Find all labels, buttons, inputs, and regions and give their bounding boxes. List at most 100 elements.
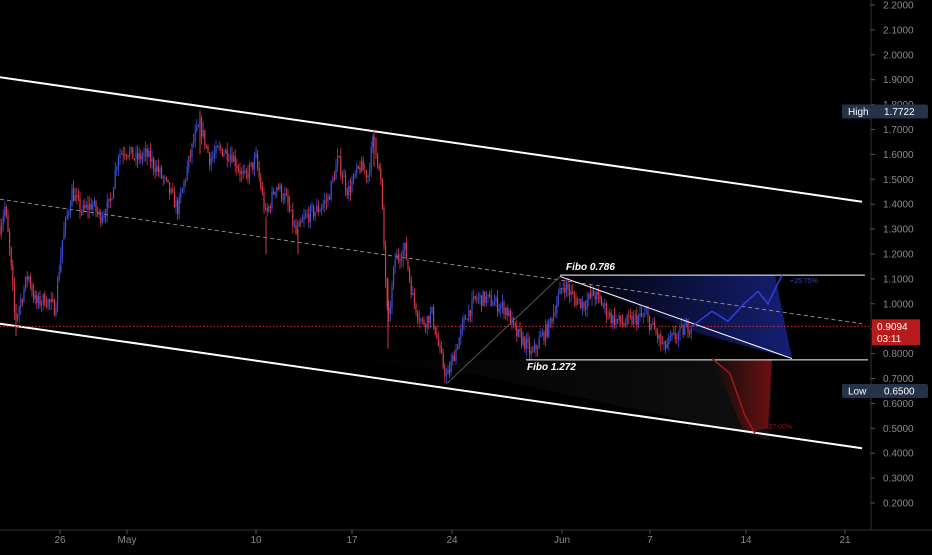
time-axis[interactable] bbox=[0, 530, 932, 550]
candle-body bbox=[540, 335, 542, 338]
candle-body bbox=[85, 205, 87, 208]
channel-upper-line bbox=[0, 76, 863, 203]
candle-body bbox=[39, 295, 41, 306]
candle-body bbox=[378, 165, 380, 170]
candle-body bbox=[436, 334, 438, 338]
candle-body bbox=[444, 366, 446, 376]
candle-body bbox=[186, 167, 188, 180]
target-down-label: -37.00% bbox=[766, 424, 792, 431]
candle-body bbox=[205, 145, 207, 147]
candle-body bbox=[12, 265, 14, 286]
candle-body bbox=[34, 295, 36, 299]
candle-body bbox=[269, 206, 271, 209]
y-tick-label: 1.1000 bbox=[883, 274, 914, 285]
candle-body bbox=[9, 231, 11, 248]
candle-body bbox=[602, 305, 604, 307]
candle-body bbox=[76, 195, 78, 197]
candle-body bbox=[561, 288, 563, 290]
candle-body bbox=[575, 298, 577, 305]
candle-body bbox=[36, 295, 38, 304]
candle-body bbox=[133, 158, 135, 160]
candle-body bbox=[605, 303, 607, 316]
x-tick-label: Jun bbox=[554, 535, 570, 546]
candle-body bbox=[570, 291, 572, 295]
y-tick-label: 1.9000 bbox=[883, 75, 914, 86]
candle-body bbox=[340, 156, 342, 176]
candle-body bbox=[52, 299, 54, 301]
candle-body bbox=[389, 308, 391, 314]
candle-body bbox=[268, 206, 270, 212]
price-axis[interactable] bbox=[871, 0, 932, 530]
candle-body bbox=[516, 326, 518, 337]
candle-body bbox=[361, 160, 363, 172]
candle-body bbox=[229, 155, 231, 160]
candle-body bbox=[553, 312, 555, 322]
candle-body bbox=[189, 156, 191, 157]
candle-body bbox=[383, 207, 385, 246]
candle-body bbox=[226, 149, 228, 160]
candle-body bbox=[404, 242, 406, 251]
candle-body bbox=[325, 200, 327, 202]
candle-body bbox=[90, 204, 92, 210]
candle-body bbox=[527, 339, 529, 343]
candle-body bbox=[618, 315, 620, 321]
y-tick-label: 1.4000 bbox=[883, 200, 914, 211]
y-tick-label: 1.5000 bbox=[883, 175, 914, 186]
candle-body bbox=[209, 152, 211, 165]
candle-body bbox=[349, 186, 351, 192]
candle-body bbox=[359, 167, 361, 172]
low-badge: Low 0.6500 bbox=[842, 383, 928, 398]
candle-body bbox=[221, 149, 223, 157]
candle-body bbox=[434, 326, 436, 335]
candle-body bbox=[428, 316, 430, 324]
candle-body bbox=[405, 242, 407, 260]
candle-body bbox=[601, 298, 603, 306]
candle-body bbox=[657, 332, 659, 339]
candle-body bbox=[290, 209, 292, 211]
candle-body bbox=[293, 225, 295, 226]
candle-body bbox=[65, 217, 67, 230]
candle-body bbox=[641, 313, 643, 316]
candle-body bbox=[170, 189, 172, 194]
candle-body bbox=[303, 217, 305, 221]
candle-body bbox=[573, 294, 575, 299]
candle-body bbox=[220, 146, 222, 150]
candle-body bbox=[258, 167, 260, 178]
candle-body bbox=[417, 312, 419, 319]
candle-body bbox=[476, 298, 478, 300]
candle-body bbox=[674, 332, 676, 339]
candle-body bbox=[151, 158, 153, 163]
candle-body bbox=[442, 352, 444, 367]
candle-body bbox=[351, 181, 353, 192]
candle-body bbox=[668, 336, 670, 345]
candle-body bbox=[338, 156, 340, 157]
candle-body bbox=[10, 247, 12, 266]
candle-body bbox=[565, 283, 567, 293]
candle-body bbox=[530, 351, 532, 355]
candle-body bbox=[277, 187, 279, 190]
candle-body bbox=[501, 302, 503, 306]
candle-body bbox=[593, 290, 595, 296]
candle-body bbox=[33, 291, 35, 299]
candle-body bbox=[431, 307, 433, 313]
candle-body bbox=[521, 332, 523, 345]
projection-zones bbox=[330, 275, 792, 441]
candle-body bbox=[121, 153, 123, 155]
candle-body bbox=[257, 153, 259, 168]
y-tick-label: 0.2000 bbox=[883, 499, 914, 510]
candle-body bbox=[274, 192, 276, 195]
countdown-value: 03:11 bbox=[877, 334, 902, 345]
candle-body bbox=[452, 355, 454, 362]
candle-body bbox=[292, 209, 294, 226]
candle-body bbox=[661, 343, 663, 345]
candle-body bbox=[498, 309, 500, 312]
y-tick-label: 1.6000 bbox=[883, 150, 914, 161]
candle-body bbox=[298, 221, 300, 227]
candle-body bbox=[63, 229, 65, 240]
candle-body bbox=[44, 294, 46, 306]
time-axis-ticks: 26 May 10 17 24 Jun 7 14 21 bbox=[54, 530, 851, 546]
candle-body bbox=[26, 276, 28, 280]
candle-body bbox=[194, 130, 196, 142]
